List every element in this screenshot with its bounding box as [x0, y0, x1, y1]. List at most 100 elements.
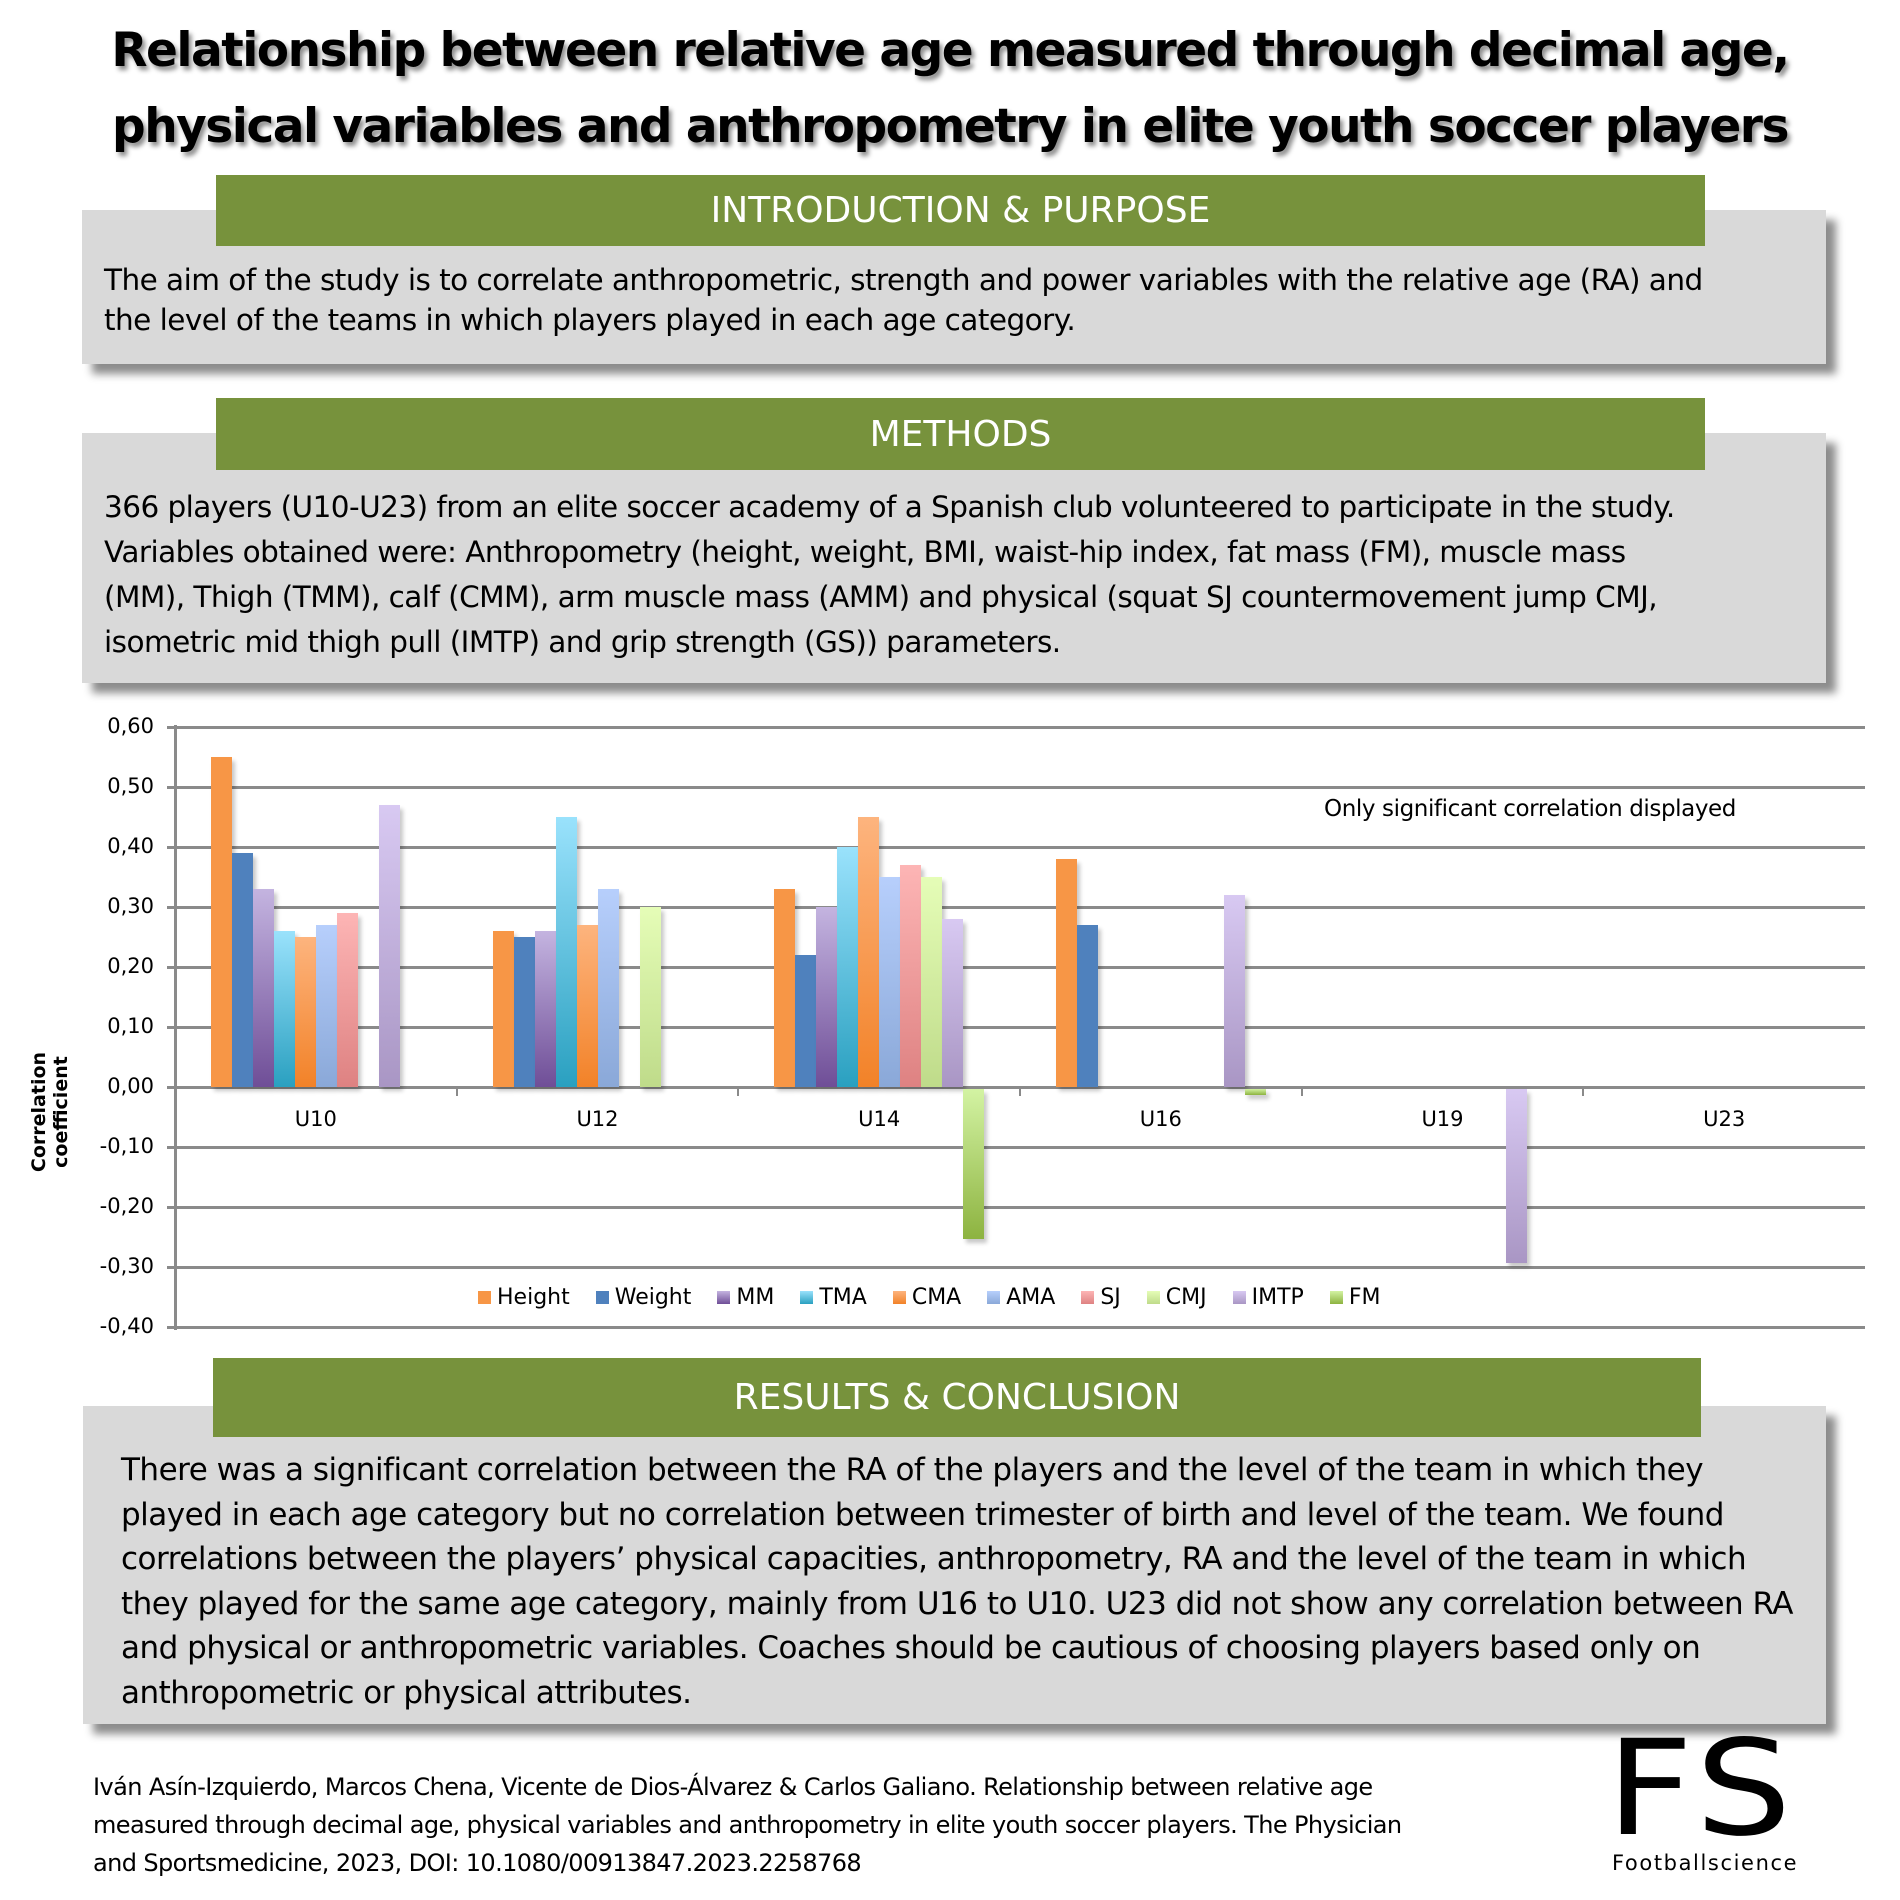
bar-sj-u10 [336, 913, 358, 1087]
citation: Iván Asín-Izquierdo, Marcos Chena, Vicen… [93, 1768, 1402, 1882]
citation-line: and Sportsmedicine, 2023, DOI: 10.1080/0… [93, 1849, 862, 1877]
bar-fm-u14 [963, 1089, 985, 1239]
bar-fm-u16 [1244, 1089, 1266, 1095]
chart-annotation: Only significant correlation displayed [1324, 796, 1737, 822]
bar-tma-u14 [837, 847, 859, 1087]
y-tick-label: -0,20 [99, 1194, 154, 1218]
x-category-label: U10 [294, 1107, 337, 1131]
correlation-bar-chart: Correlation coefficient 0,60 0,50 0,40 0,30… [0, 700, 1900, 1360]
gridline [167, 1206, 1865, 1209]
legend-swatch [987, 1291, 1001, 1304]
results-line: and physical or anthropometric variables… [121, 1630, 1701, 1666]
results-box [83, 1406, 1826, 1724]
gridline [167, 846, 1865, 849]
bar-imtp-u16 [1223, 895, 1245, 1087]
logo-text: Footballscience [1612, 1851, 1799, 1875]
citation-line: measured through decimal age, physical v… [93, 1811, 1402, 1839]
bar-ama-u14 [879, 877, 901, 1087]
introduction-line: The aim of the study is to correlate ant… [104, 263, 1703, 297]
bar-sj-u14 [900, 865, 922, 1087]
legend-label: MM [736, 1285, 775, 1310]
introduction-header: INTRODUCTION & PURPOSE [216, 175, 1705, 246]
bar-cmj-u12 [639, 907, 661, 1087]
y-tick-label: 0,10 [107, 1014, 154, 1038]
legend-swatch [1329, 1291, 1343, 1304]
results-header: RESULTS & CONCLUSION [213, 1358, 1701, 1437]
methods-line: 366 players (U10-U23) from an elite socc… [104, 490, 1675, 524]
legend-swatch [800, 1291, 814, 1304]
bar-height-u10 [210, 757, 232, 1087]
x-category-label: U16 [1139, 1107, 1182, 1131]
bar-weight-u10 [231, 853, 253, 1087]
legend-label: AMA [1006, 1285, 1056, 1310]
x-category-label: U14 [858, 1107, 901, 1131]
gridline [167, 906, 1865, 909]
bar-imtp-u10 [378, 805, 400, 1087]
legend-label: IMTP [1251, 1285, 1304, 1310]
results-header-label: RESULTS & CONCLUSION [733, 1377, 1181, 1418]
footballscience-logo: FS Footballscience [1606, 1723, 1830, 1885]
legend-swatch [1146, 1291, 1160, 1304]
legend-label: Height [497, 1285, 570, 1310]
legend-item-height: Height [478, 1285, 570, 1310]
bar-height-u12 [492, 931, 514, 1087]
bar-cma-u10 [294, 937, 316, 1087]
title-line-1: Relationship between relative age measur… [111, 23, 1790, 78]
results-line: anthropometric or physical attributes. [121, 1674, 692, 1711]
legend-label: CMJ [1165, 1285, 1207, 1310]
gridline [167, 726, 1865, 729]
x-tick [737, 1088, 740, 1096]
x-tick [1300, 1088, 1303, 1096]
gridline [167, 1266, 1865, 1269]
legend-swatch [478, 1291, 491, 1304]
methods-line: isometric mid thigh pull (IMTP) and grip… [104, 625, 1061, 659]
bar-tma-u10 [273, 931, 295, 1087]
bar-ama-u10 [315, 925, 337, 1087]
methods-header: METHODS [216, 398, 1705, 470]
bar-weight-u12 [513, 937, 535, 1087]
bar-weight-u16 [1076, 925, 1098, 1087]
x-tick [1582, 1088, 1585, 1096]
legend-item-tma: TMA [800, 1285, 867, 1310]
y-tick-label: -0,30 [99, 1254, 154, 1278]
gridline [167, 1326, 1865, 1329]
bar-cma-u14 [858, 817, 880, 1087]
gridline [167, 1146, 1865, 1149]
bar-mm-u12 [534, 931, 556, 1087]
y-tick-label: 0,40 [107, 834, 154, 858]
chart-legend: Height Weight MM TMA CMA AMA SJ CMJ IMTP FM [478, 1285, 1406, 1310]
gridline [167, 966, 1865, 969]
legend-item-sj: SJ [1081, 1285, 1121, 1310]
bar-imtp-u14 [942, 919, 964, 1087]
introduction-text: The aim of the study is to correlate ant… [104, 260, 1703, 340]
citation-line: Iván Asín-Izquierdo, Marcos Chena, Vicen… [93, 1773, 1373, 1801]
gridline [167, 786, 1865, 789]
gridline [167, 1086, 1865, 1089]
methods-text: 366 players (U10-U23) from an elite socc… [104, 485, 1675, 665]
legend-swatch [1232, 1291, 1246, 1304]
results-text: There was a significant correlation betw… [121, 1448, 1794, 1715]
bar-ama-u12 [597, 889, 619, 1087]
bar-height-u14 [774, 889, 796, 1087]
legend-item-imtp: IMTP [1232, 1285, 1304, 1310]
introduction-line: the level of the teams in which players … [104, 303, 1076, 337]
legend-label: SJ [1100, 1285, 1121, 1310]
y-tick-label: 0,60 [107, 714, 154, 738]
y-axis-line [174, 725, 177, 1330]
x-category-label: U19 [1421, 1107, 1464, 1131]
x-tick [1019, 1088, 1021, 1096]
results-line: There was a significant correlation betw… [121, 1452, 1704, 1488]
y-tick-label: 0,30 [107, 894, 154, 918]
y-tick-label: 0,20 [107, 954, 154, 978]
legend-label: FM [1348, 1285, 1381, 1310]
introduction-header-label: INTRODUCTION & PURPOSE [710, 190, 1211, 231]
bar-tma-u12 [555, 817, 577, 1087]
x-tick [455, 1088, 458, 1096]
poster-title: Relationship between relative age measur… [0, 6, 1900, 172]
results-line: they played for the same age category, m… [121, 1585, 1794, 1622]
bar-imtp-u19 [1505, 1089, 1527, 1263]
legend-item-cmj: CMJ [1146, 1285, 1207, 1310]
methods-header-label: METHODS [869, 413, 1052, 455]
x-category-label: U23 [1703, 1107, 1746, 1131]
bar-cmj-u14 [921, 877, 943, 1087]
